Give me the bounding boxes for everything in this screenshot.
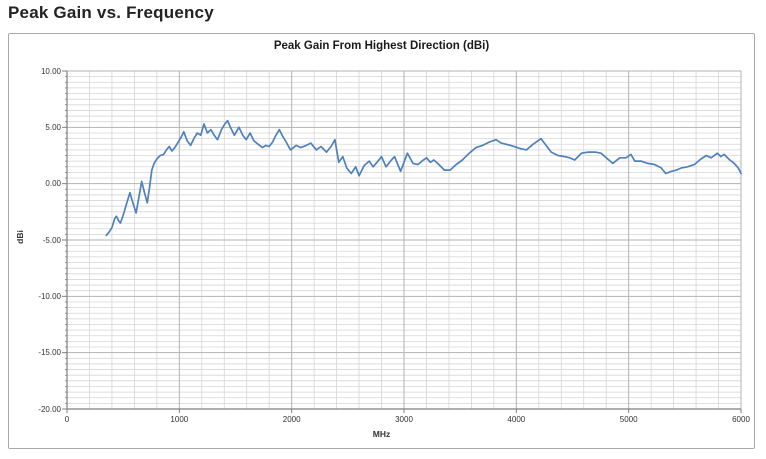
x-tick-label: 3000 bbox=[395, 415, 413, 424]
y-tick-label: 10.00 bbox=[40, 66, 61, 76]
x-tick-label: 5000 bbox=[619, 415, 638, 424]
x-axis-title: MHz bbox=[372, 429, 391, 439]
x-tick-label: 2000 bbox=[282, 415, 301, 424]
y-tick-label: -5.00 bbox=[42, 235, 61, 245]
chart-title: Peak Gain From Highest Direction (dBi) bbox=[273, 40, 490, 52]
x-tick-label: 1000 bbox=[170, 415, 189, 424]
y-tick-label: -15.00 bbox=[38, 348, 61, 358]
gain-line-series bbox=[105, 119, 742, 237]
y-tick-label: 5.00 bbox=[45, 122, 61, 132]
y-tick-label: 0.00 bbox=[45, 179, 61, 189]
x-tick-label: 6000 bbox=[732, 415, 750, 424]
y-tick-label: -20.00 bbox=[38, 404, 61, 414]
axis-tick-marks bbox=[62, 70, 742, 413]
page-title: Peak Gain vs. Frequency bbox=[8, 3, 214, 22]
chart-container: Peak Gain From Highest Direction (dBi) 1… bbox=[8, 33, 755, 449]
y-axis-title: dBi bbox=[15, 230, 25, 244]
y-tick-label: -10.00 bbox=[38, 291, 61, 301]
x-tick-label: 4000 bbox=[507, 415, 526, 424]
x-tick-label: 0 bbox=[64, 415, 70, 424]
plot-area bbox=[62, 70, 742, 413]
gain-vs-frequency-plot bbox=[62, 70, 742, 413]
